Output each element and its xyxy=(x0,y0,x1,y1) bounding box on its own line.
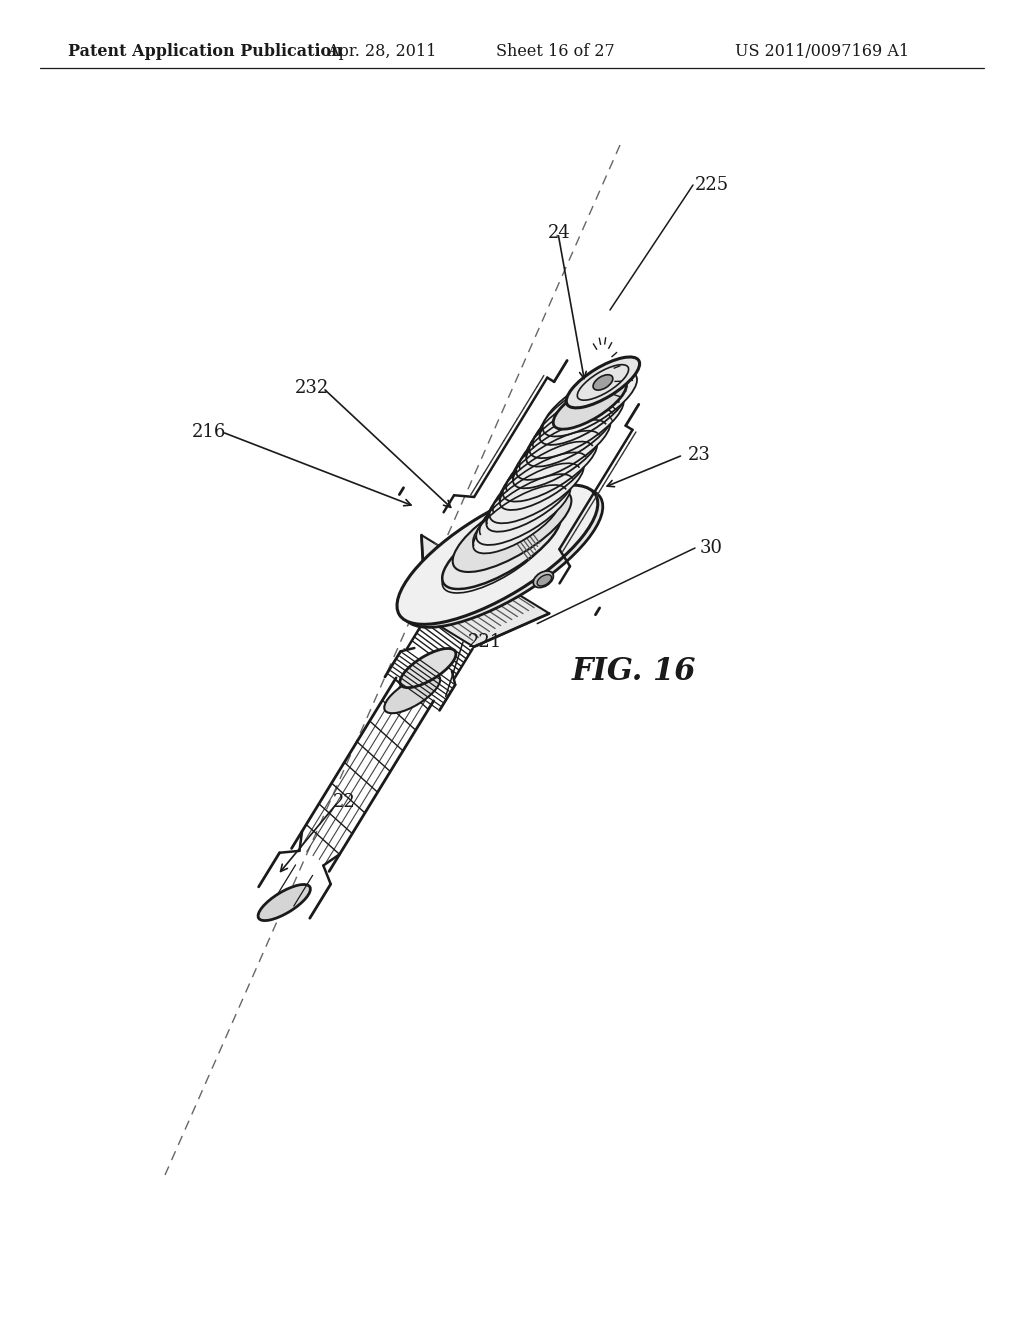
Ellipse shape xyxy=(540,384,627,445)
Ellipse shape xyxy=(538,574,552,586)
Ellipse shape xyxy=(397,484,598,624)
Ellipse shape xyxy=(486,471,573,532)
Ellipse shape xyxy=(553,379,627,429)
Text: 24: 24 xyxy=(548,224,570,242)
Ellipse shape xyxy=(566,356,640,408)
Ellipse shape xyxy=(258,884,310,920)
Ellipse shape xyxy=(513,428,600,488)
Ellipse shape xyxy=(453,490,571,572)
Ellipse shape xyxy=(400,648,456,688)
Ellipse shape xyxy=(529,393,624,458)
Ellipse shape xyxy=(593,375,612,391)
Text: 22: 22 xyxy=(333,793,355,810)
Ellipse shape xyxy=(420,528,551,620)
Text: 225: 225 xyxy=(695,176,729,194)
Ellipse shape xyxy=(476,479,570,545)
Ellipse shape xyxy=(534,572,553,587)
Text: Apr. 28, 2011: Apr. 28, 2011 xyxy=(328,44,436,61)
Ellipse shape xyxy=(503,436,597,502)
Text: US 2011/0097169 A1: US 2011/0097169 A1 xyxy=(735,44,909,61)
Text: FIG. 16: FIG. 16 xyxy=(572,656,696,688)
Ellipse shape xyxy=(500,449,587,510)
Text: 232: 232 xyxy=(295,379,330,397)
Text: Patent Application Publication: Patent Application Publication xyxy=(68,44,343,61)
Ellipse shape xyxy=(489,458,584,523)
Text: 221: 221 xyxy=(468,634,502,651)
Ellipse shape xyxy=(526,407,613,466)
Ellipse shape xyxy=(473,492,560,553)
Polygon shape xyxy=(422,535,549,647)
Text: Sheet 16 of 27: Sheet 16 of 27 xyxy=(496,44,614,61)
Text: 23: 23 xyxy=(688,446,711,465)
Ellipse shape xyxy=(516,414,610,480)
Text: 30: 30 xyxy=(700,539,723,557)
Ellipse shape xyxy=(543,371,637,437)
Text: 216: 216 xyxy=(193,422,226,441)
Ellipse shape xyxy=(442,507,561,589)
Ellipse shape xyxy=(384,675,440,713)
Ellipse shape xyxy=(402,488,603,627)
